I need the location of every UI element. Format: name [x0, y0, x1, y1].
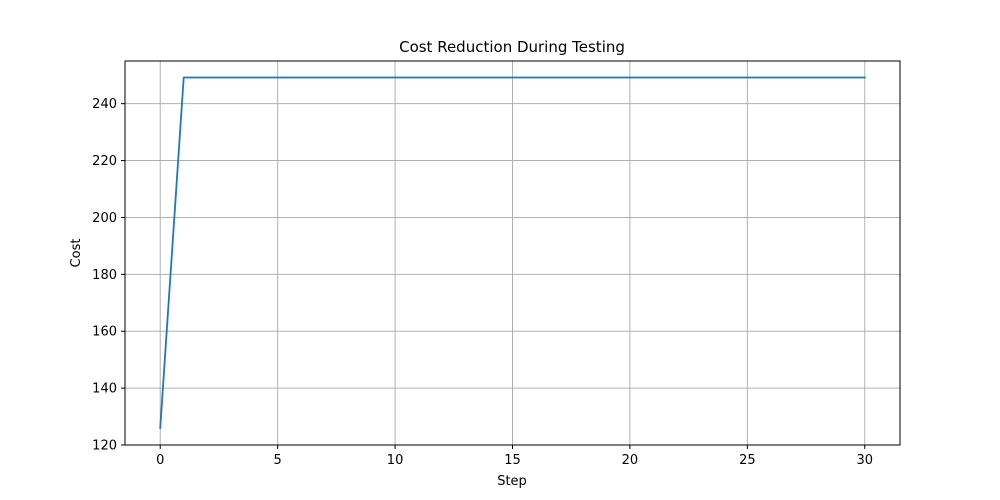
y-tick-label: 160 — [92, 325, 117, 340]
y-tick-label: 120 — [92, 439, 117, 454]
y-tick-label: 140 — [92, 382, 117, 397]
y-axis-label: Cost — [69, 239, 84, 268]
y-tick-label: 240 — [92, 97, 117, 112]
x-tick-label: 10 — [387, 453, 404, 468]
x-tick-label: 15 — [504, 453, 521, 468]
x-tick-label: 25 — [739, 453, 756, 468]
x-tick-label: 20 — [622, 453, 639, 468]
series-layer — [159, 76, 866, 429]
x-axis: 0 5 10 15 20 25 30 — [156, 445, 873, 468]
y-axis: 120 140 160 180 200 220 240 — [92, 97, 125, 454]
x-axis-label: Step — [497, 474, 527, 489]
x-tick-label: 5 — [274, 453, 282, 468]
series-line — [159, 76, 866, 429]
x-tick-label: 0 — [156, 453, 164, 468]
y-tick-label: 220 — [92, 154, 117, 169]
x-tick-label: 30 — [856, 453, 873, 468]
chart-title: Cost Reduction During Testing — [399, 38, 625, 56]
grid — [125, 61, 900, 446]
y-tick-label: 200 — [92, 211, 117, 226]
y-tick-label: 180 — [92, 268, 117, 283]
